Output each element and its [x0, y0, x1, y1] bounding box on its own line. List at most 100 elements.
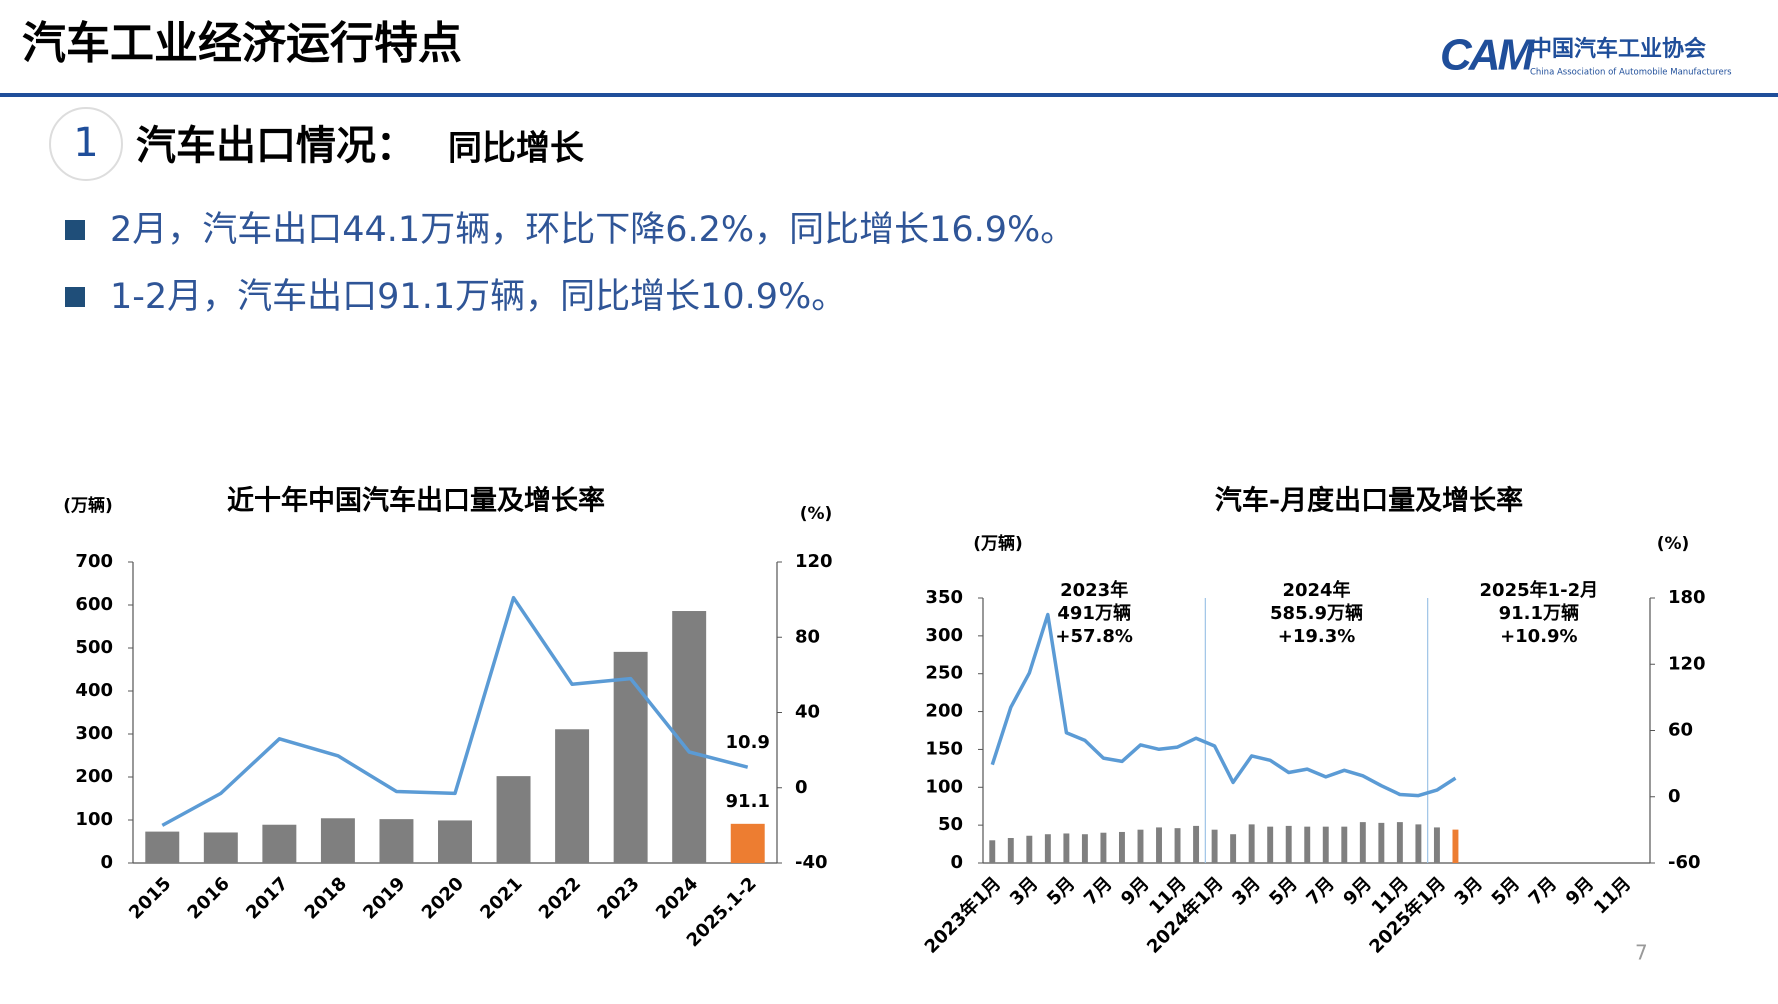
bar: [1007, 838, 1014, 863]
y-tick-label: 250: [925, 663, 963, 684]
line-series: [990, 612, 1457, 798]
bar: [1137, 829, 1144, 863]
x-tick-label: 7月: [1525, 873, 1561, 909]
x-tick-label: 5月: [1265, 873, 1301, 909]
bar: [1081, 834, 1088, 863]
y2-tick-label: 60: [1668, 720, 1693, 741]
x-tick-label: 2019: [359, 873, 409, 923]
x-tick-label: 2020: [418, 873, 468, 923]
bar: [1248, 824, 1255, 863]
bar: [1063, 833, 1070, 863]
bar: [730, 823, 765, 863]
bar: [1230, 834, 1237, 863]
y2-tick-label: 80: [795, 626, 820, 647]
bar: [203, 832, 238, 863]
annotation: 2025年1-2月: [1480, 579, 1599, 601]
y-tick-label: 700: [75, 551, 113, 572]
bar: [989, 840, 996, 863]
annotation: 585.9万辆: [1270, 602, 1363, 624]
y-tick-label: 500: [75, 637, 113, 658]
annotation: 2023年: [1060, 579, 1128, 601]
y2-tick-label: 180: [1668, 587, 1706, 608]
bar: [1267, 826, 1274, 863]
x-tick-label: 7月: [1080, 873, 1116, 909]
bar: [1211, 829, 1218, 863]
x-tick-label: 2022: [535, 873, 585, 923]
x-tick-label: 5月: [1043, 873, 1079, 909]
y2-tick-label: 40: [795, 702, 820, 723]
bar: [379, 819, 414, 863]
x-tick-label: 7月: [1302, 873, 1338, 909]
x-tick-label: 2023: [593, 873, 643, 923]
x-tick-label: 3月: [1228, 873, 1264, 909]
slide-title: 汽车工业经济运行特点: [22, 18, 462, 69]
line-series: [161, 595, 749, 827]
y-tick-label: 600: [75, 594, 113, 615]
y-tick-label: 350: [925, 587, 963, 608]
bar: [1304, 826, 1311, 863]
annotation: 91.1万辆: [1499, 602, 1579, 624]
y-axis-label: (万辆): [63, 495, 113, 516]
y2-tick-label: 0: [795, 777, 808, 798]
bar: [1118, 831, 1125, 863]
bar: [1285, 825, 1292, 863]
y2-tick-label: 0: [1668, 786, 1681, 807]
bar: [555, 729, 590, 863]
data-label: 10.9: [726, 732, 770, 753]
y-tick-label: 0: [100, 852, 113, 873]
bar: [1026, 835, 1033, 863]
chart-title: 汽车-月度出口量及增长率: [1215, 485, 1523, 517]
x-tick-label: 3月: [1451, 873, 1487, 909]
annotation: 491万辆: [1057, 602, 1131, 624]
x-tick-label: 2015: [125, 873, 175, 923]
data-label: 91.1: [726, 791, 770, 812]
annotation: +19.3%: [1278, 626, 1356, 647]
page-number: 7: [1635, 941, 1648, 965]
bar: [1378, 822, 1385, 863]
y-tick-label: 400: [75, 680, 113, 701]
bar: [1156, 827, 1162, 863]
annotation: +57.8%: [1055, 626, 1133, 647]
bar: [496, 776, 531, 863]
y2-tick-label: 120: [795, 551, 833, 572]
x-tick-label: 3月: [1006, 873, 1042, 909]
x-tick-label: 11月: [1590, 873, 1635, 918]
x-tick-label: 2024: [652, 873, 702, 923]
bullet-marker: [65, 220, 85, 240]
bullet-marker: [65, 287, 85, 307]
bullet-text: 2月，汽车出口44.1万辆，环比下降6.2%，同比增长16.9%。: [110, 210, 1075, 250]
section-subheading: 同比增长: [448, 129, 584, 169]
y-tick-label: 50: [938, 814, 963, 835]
bar: [613, 651, 648, 863]
bar: [1359, 822, 1366, 863]
bar: [1174, 828, 1181, 863]
section-heading: 汽车出口情况：: [136, 123, 416, 169]
bar: [1396, 822, 1403, 863]
bar: [262, 824, 297, 863]
annotation: 2024年: [1282, 579, 1350, 601]
bullet-text: 1-2月，汽车出口91.1万辆，同比增长10.9%。: [110, 277, 846, 317]
y-tick-label: 300: [925, 625, 963, 646]
x-tick-label: 2018: [301, 873, 351, 923]
y-tick-label: 100: [75, 809, 113, 830]
annotation: +10.9%: [1500, 626, 1578, 647]
x-tick-label: 2016: [184, 873, 234, 923]
y-tick-label: 150: [925, 738, 963, 759]
header-rule: [0, 93, 1778, 97]
y2-tick-label: -60: [1668, 852, 1701, 873]
bar: [1044, 834, 1051, 863]
y2-axis-label: (%): [1657, 534, 1690, 554]
bar: [1322, 826, 1329, 863]
bar: [1341, 826, 1348, 863]
bar: [145, 831, 180, 863]
y-tick-label: 300: [75, 723, 113, 744]
section-badge: [49, 107, 123, 181]
y2-tick-label: 120: [1668, 653, 1706, 674]
y2-axis-label: (%): [800, 504, 833, 524]
y-axis-label: (万辆): [973, 533, 1023, 554]
bar: [1452, 829, 1459, 863]
x-tick-label: 2021: [476, 873, 526, 923]
y-tick-label: 0: [950, 852, 963, 873]
